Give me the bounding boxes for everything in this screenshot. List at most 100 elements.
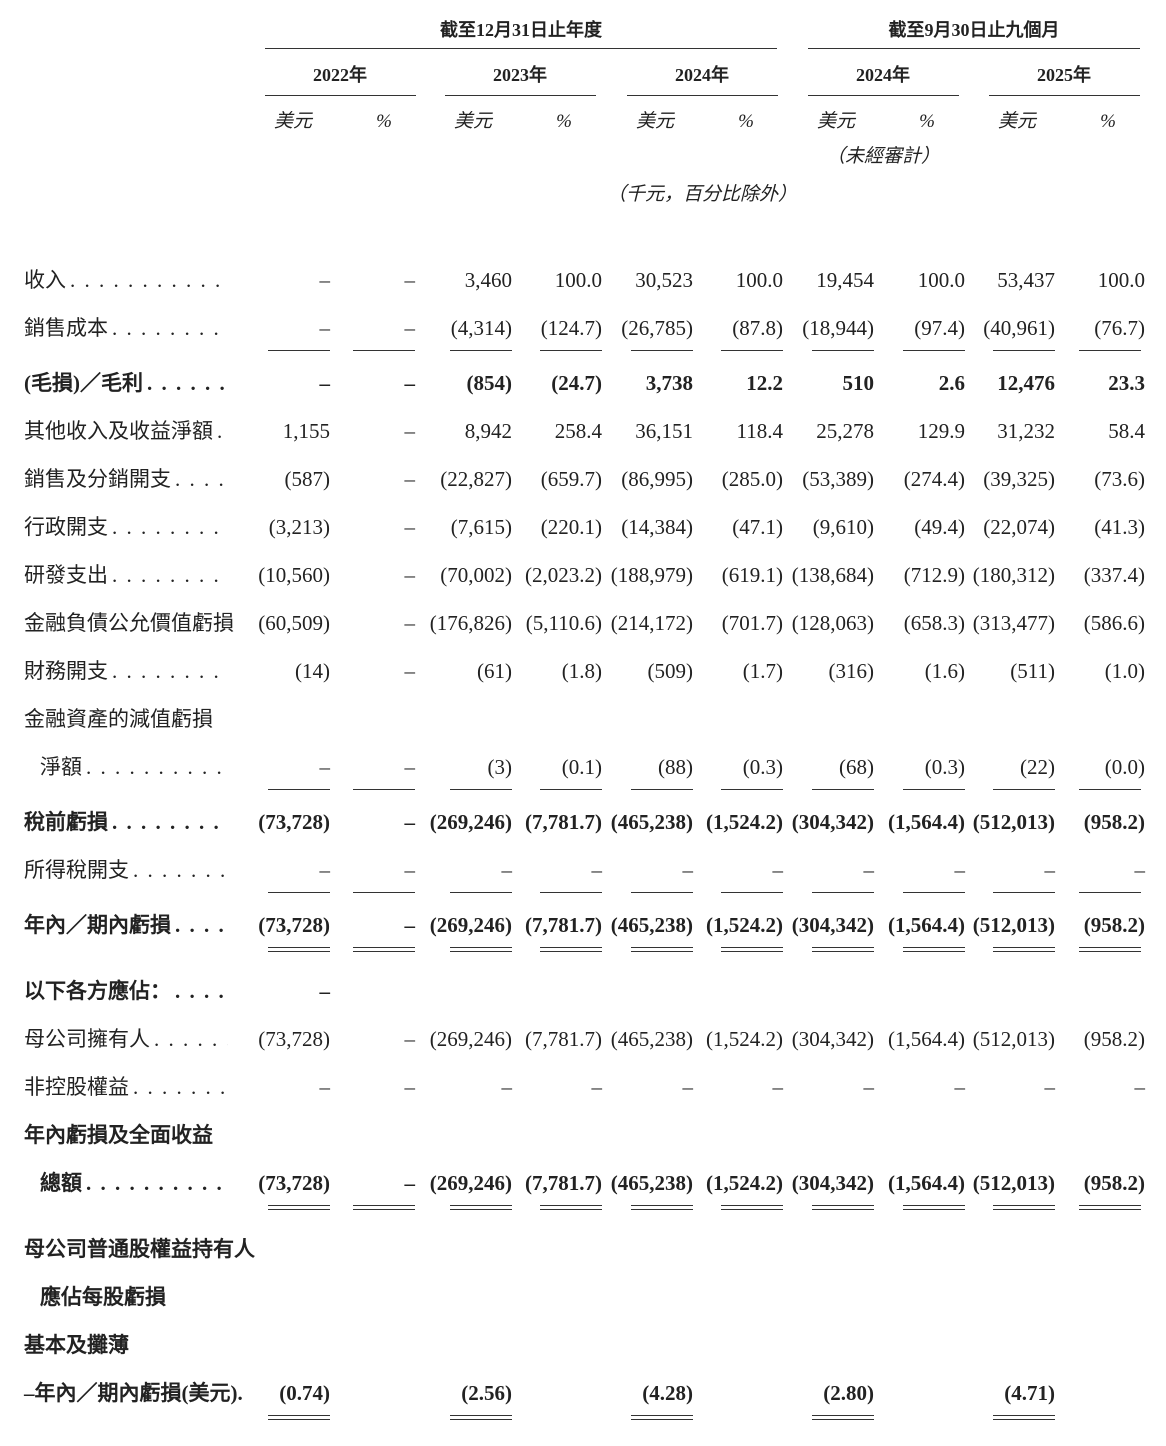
rule-line (631, 947, 693, 948)
rule-line (812, 892, 874, 893)
rule-line (989, 95, 1140, 96)
cell-value: 100.0 (1097, 268, 1145, 292)
cell-value: (60,509) (258, 611, 330, 635)
rule-line (993, 1415, 1055, 1416)
group-header: 截至12月31日止年度 (440, 20, 602, 40)
row-label: 非控股權益 (24, 1075, 129, 1099)
unit-header: % (1100, 111, 1116, 132)
rule-line (631, 1209, 693, 1210)
cell-value: – (682, 858, 694, 882)
cell-value: – (954, 858, 966, 882)
cell-value: (176,826) (429, 611, 512, 635)
cell-value: (512,013) (972, 913, 1055, 937)
cell-value: (1,524.2) (706, 913, 783, 937)
cell-value: (958.2) (1083, 1171, 1145, 1195)
cell-value: 36,151 (635, 419, 693, 443)
rule-line (268, 892, 330, 893)
row-label: 基本及攤薄 (24, 1333, 129, 1357)
row-label: 稅前虧損 (24, 810, 108, 834)
cell-value: (509) (647, 659, 694, 683)
row-label: (毛損)／毛利 (24, 371, 143, 395)
rule-line (631, 789, 693, 790)
year-header: 2024年 (675, 65, 729, 85)
row-label: 母公司擁有人 (24, 1027, 150, 1051)
cell-value: – (319, 755, 331, 779)
row-label: –年內／期內虧損(美元). (24, 1381, 243, 1405)
cell-value: (313,477) (972, 611, 1055, 635)
row-label: 淨額 (40, 755, 82, 779)
cell-value: (1.7) (742, 659, 783, 683)
rule-line (540, 947, 602, 948)
rule-line (268, 947, 330, 948)
cell-value: (659.7) (540, 467, 602, 491)
cell-value: (1.0) (1104, 659, 1145, 683)
cell-value: (7,781.7) (525, 810, 602, 834)
cell-value: (854) (466, 371, 513, 395)
cell-value: (1,564.4) (888, 913, 965, 937)
row-label: 財務開支 (24, 659, 108, 683)
rule-line (903, 1209, 965, 1210)
row-label: 年內虧損及全面收益 (24, 1123, 213, 1147)
cell-value: (316) (828, 659, 875, 683)
rule-line (812, 789, 874, 790)
cell-value: (61) (477, 659, 512, 683)
cell-value: (0.1) (561, 755, 602, 779)
unit-note: （千元，百分比除外） (606, 184, 798, 205)
cell-value: – (682, 1075, 694, 1099)
cell-value: (511) (1010, 659, 1055, 683)
cell-value: (87.8) (732, 316, 783, 340)
cell-value: (3,213) (268, 515, 330, 539)
unit-header: % (556, 111, 572, 132)
rule-line (903, 789, 965, 790)
rule-line (993, 350, 1055, 351)
rule-line (450, 892, 512, 893)
row-label: 研發支出 (24, 563, 108, 587)
rule-line (450, 947, 512, 948)
cell-value: (7,781.7) (525, 913, 602, 937)
rule-line (903, 947, 965, 948)
cell-value: (269,246) (429, 810, 512, 834)
leader-dots (133, 1073, 228, 1101)
rule-line (993, 892, 1055, 893)
cell-value: 118.4 (736, 419, 783, 443)
cell-value: – (1134, 1075, 1146, 1099)
year-header: 2022年 (313, 65, 367, 85)
rule-line (631, 1419, 693, 1420)
cell-value: (512,013) (972, 1171, 1055, 1195)
cell-value: (220.1) (540, 515, 602, 539)
cell-value: (512,013) (972, 1027, 1055, 1051)
row-label: 所得稅開支 (24, 858, 129, 882)
cell-value: – (404, 515, 416, 539)
leader-dots (147, 369, 228, 397)
cell-value: (49.4) (914, 515, 965, 539)
cell-value: 8,942 (464, 419, 512, 443)
cell-value: (73,728) (258, 1171, 330, 1195)
cell-value: (86,995) (621, 467, 693, 491)
rule-line (721, 350, 783, 351)
unit-header: 美元 (635, 111, 675, 132)
cell-value: (1,524.2) (706, 1171, 783, 1195)
cell-value: (4,314) (450, 316, 512, 340)
cell-value: (40,961) (983, 316, 1055, 340)
cell-value: (22,827) (440, 467, 512, 491)
cell-value: – (404, 371, 416, 395)
unaudited-note: （未經審計） (825, 146, 941, 167)
cell-value: (188,979) (610, 563, 693, 587)
cell-value: (22,074) (983, 515, 1055, 539)
rule-line (353, 1205, 415, 1206)
cell-value: (658.3) (903, 611, 965, 635)
cell-value: (7,781.7) (525, 1171, 602, 1195)
leader-dots (133, 856, 228, 884)
cell-value: – (404, 611, 416, 635)
cell-value: (47.1) (732, 515, 783, 539)
cell-value: – (404, 316, 416, 340)
cell-value: 100.0 (917, 268, 965, 292)
rule-line (268, 350, 330, 351)
rule-line (631, 951, 693, 952)
rule-line (1079, 947, 1141, 948)
rule-line (812, 1419, 874, 1420)
rule-line (1079, 789, 1141, 790)
cell-value: (70,002) (440, 563, 512, 587)
leader-dots (217, 417, 228, 445)
rule-line (721, 947, 783, 948)
